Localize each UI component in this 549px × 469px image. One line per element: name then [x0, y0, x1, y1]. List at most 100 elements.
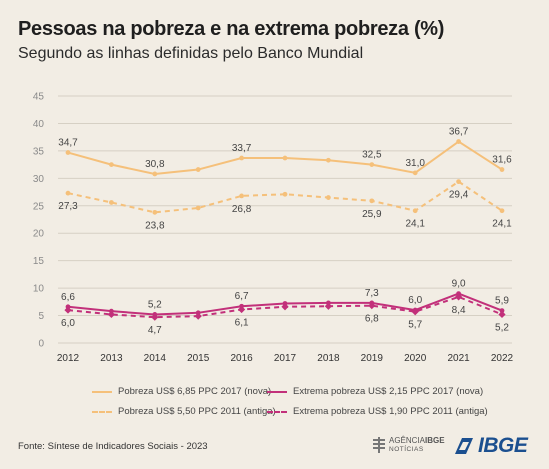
data-label: 26,8 [232, 204, 252, 215]
data-label: 6,0 [61, 318, 75, 329]
data-point [152, 171, 158, 177]
data-point [368, 302, 376, 310]
agencia-mark-icon [373, 437, 385, 453]
data-point [151, 313, 159, 321]
data-label: 8,4 [452, 305, 466, 316]
y-tick-label: 45 [33, 92, 45, 103]
data-point [109, 200, 114, 205]
data-point [499, 308, 505, 314]
legend-swatch [267, 390, 287, 393]
legend-item-pobreza-antiga: Pobreza US$ 5,50 PPC 2011 (antiga) [92, 406, 276, 417]
data-point [324, 302, 332, 310]
data-point [152, 209, 158, 215]
y-tick-label: 30 [33, 174, 45, 185]
x-tick-label: 2017 [274, 353, 297, 364]
legend-swatch [92, 390, 112, 393]
x-tick-label: 2013 [100, 353, 123, 364]
data-point [326, 195, 331, 200]
data-point [455, 293, 463, 301]
data-point [282, 155, 288, 161]
agencia-ibge-logo: AGÊNCIAIBGE NOTÍCIAS [372, 436, 445, 454]
data-label: 9,0 [452, 279, 466, 290]
legend-swatch [267, 410, 287, 413]
data-label: 6,6 [61, 292, 75, 303]
data-label: 5,7 [408, 320, 422, 331]
data-point [195, 167, 201, 172]
agencia-ibge-text: IBGE [425, 436, 445, 445]
y-tick-label: 5 [38, 311, 44, 322]
data-point [65, 190, 71, 196]
data-label: 5,9 [495, 296, 509, 307]
x-tick-label: 2016 [230, 353, 253, 364]
ibge-text: IBGE [478, 434, 528, 457]
data-label: 36,7 [449, 127, 469, 138]
data-label: 6,1 [235, 318, 249, 329]
data-label: 25,9 [362, 209, 382, 220]
data-point [326, 157, 331, 163]
data-point [239, 155, 245, 161]
data-point [369, 162, 375, 168]
noticias-text: NOTÍCIAS [389, 446, 424, 453]
ibge-logo: IBGE [453, 434, 528, 458]
x-tick-label: 2019 [361, 353, 384, 364]
data-label: 24,1 [492, 219, 512, 230]
legend-label: Pobreza US$ 5,50 PPC 2011 (antiga) [118, 406, 276, 417]
data-point [369, 198, 375, 204]
x-tick-label: 2022 [491, 353, 514, 364]
y-tick-label: 0 [38, 339, 44, 350]
agencia-text: AGÊNCIA [389, 436, 426, 445]
data-label: 24,1 [405, 219, 425, 230]
data-label: 5,2 [148, 299, 162, 310]
data-label: 6,7 [235, 291, 249, 302]
data-label: 31,0 [405, 158, 425, 169]
data-label: 27,3 [58, 201, 78, 212]
source-note: Fonte: Síntese de Indicadores Sociais - … [18, 441, 208, 452]
y-tick-label: 35 [33, 146, 45, 157]
data-point [195, 205, 201, 211]
data-point [194, 312, 202, 320]
y-tick-label: 25 [33, 201, 45, 212]
data-label: 31,6 [492, 155, 512, 166]
data-point [107, 310, 115, 319]
data-label: 6,0 [408, 295, 422, 306]
x-tick-label: 2020 [404, 353, 427, 364]
data-point [498, 310, 506, 319]
data-point [412, 170, 418, 176]
data-point [239, 193, 245, 199]
legend-swatch [92, 410, 112, 413]
ibge-mark-icon [455, 438, 473, 454]
y-tick-label: 15 [33, 256, 45, 267]
chart-title: Pessoas na pobreza e na extrema pobreza … [18, 18, 445, 40]
legend-label: Extrema pobreza US$ 2,15 PPC 2017 (nova) [293, 386, 484, 397]
y-tick-label: 10 [33, 284, 45, 295]
legend-label: Pobreza US$ 6,85 PPC 2017 (nova) [118, 386, 272, 397]
data-label: 23,8 [145, 220, 165, 231]
legend-label: Extrema pobreza US$ 1,90 PPC 2011 (antig… [293, 406, 488, 417]
data-point [109, 162, 114, 168]
legend-item-extrema-antiga: Extrema pobreza US$ 1,90 PPC 2011 (antig… [267, 406, 488, 417]
legend-item-extrema-nova: Extrema pobreza US$ 2,15 PPC 2017 (nova) [267, 386, 483, 397]
x-tick-label: 2012 [57, 353, 80, 364]
data-label: 7,3 [365, 288, 379, 299]
data-point [238, 305, 246, 314]
data-label: 30,8 [145, 159, 165, 170]
chart-subtitle: Segundo as linhas definidas pelo Banco M… [18, 45, 364, 62]
data-label: 4,7 [148, 325, 162, 336]
data-point [456, 179, 461, 185]
data-point [499, 208, 505, 214]
x-tick-label: 2015 [187, 353, 210, 364]
data-point [281, 303, 289, 311]
data-label: 33,7 [232, 143, 252, 154]
y-tick-label: 20 [33, 229, 45, 240]
data-label: 29,4 [449, 190, 469, 201]
data-label: 32,5 [362, 150, 382, 161]
x-tick-label: 2014 [144, 353, 167, 364]
data-point [456, 139, 461, 144]
x-tick-label: 2018 [317, 353, 340, 364]
data-point [65, 150, 71, 155]
x-tick-label: 2021 [447, 353, 470, 364]
data-label: 34,7 [58, 138, 78, 149]
data-label: 6,8 [365, 314, 379, 325]
y-tick-label: 40 [33, 119, 45, 130]
